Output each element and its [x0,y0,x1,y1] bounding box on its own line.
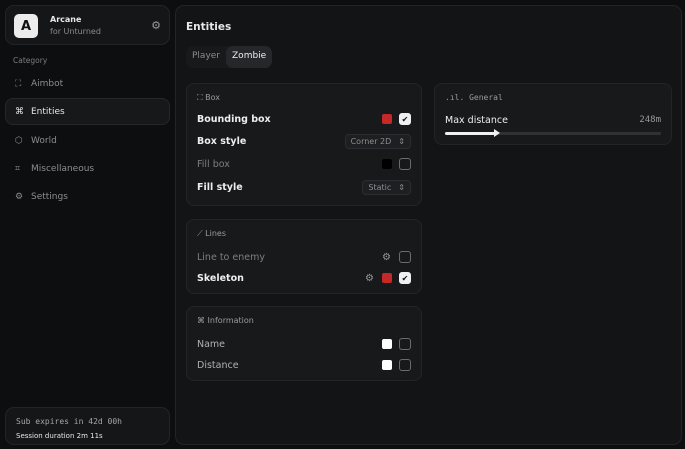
lines-panel: ⟋ Lines Line to enemy ⚙ Skeleton ⚙ ✔ [186,219,422,294]
crosshair-icon: ⛶ [15,78,22,89]
max-distance-slider[interactable] [445,129,661,137]
bounding-box-color-swatch[interactable] [382,114,392,124]
max-distance-label: Max distance [445,114,508,126]
skeleton-row: Skeleton ⚙ ✔ [197,269,411,287]
fill-box-label: Fill box [197,158,230,170]
sidebar-item-miscellaneous[interactable]: ⌗ Miscellaneous [5,155,170,182]
distance-row: Distance [197,356,411,374]
general-panel: .ıl. General Max distance 248m [434,83,672,145]
bar-chart-icon: .ıl. [445,93,470,102]
skeleton-label: Skeleton [197,272,244,284]
fill-box-row: Fill box [197,155,411,173]
scan-face-icon: ⌘ [15,106,24,117]
line-to-enemy-label: Line to enemy [197,251,265,263]
max-distance-row: Max distance 248m [445,111,661,129]
sidebar-item-label: Settings [31,191,68,202]
gear-icon[interactable]: ⚙ [382,251,391,263]
fill-style-row: Fill style Static ⇕ [197,178,411,196]
lines-title: Lines [205,229,226,238]
sidebar-item-aimbot[interactable]: ⛶ Aimbot [5,70,170,97]
subscription-card: Sub expires in 42d 00h Session duration … [5,407,170,445]
name-label: Name [197,338,226,350]
brand-card: A Arcane for Unturned ⚙ [5,5,170,45]
globe-icon: ⬡ [15,135,23,146]
fill-style-select[interactable]: Static ⇕ [362,179,411,195]
fill-style-value: Static [368,182,392,192]
bounding-box-checkbox[interactable]: ✔ [399,113,411,125]
grid-icon: ⌗ [15,163,21,174]
slider-fill [445,132,497,135]
tab-zombie[interactable]: Zombie [226,46,273,68]
bounding-box-row: Bounding box ✔ [197,110,411,128]
box-icon: ⛶ [197,93,206,102]
information-title: Information [207,316,254,325]
distance-label: Distance [197,359,239,371]
fill-style-label: Fill style [197,181,243,193]
skeleton-color-swatch[interactable] [382,273,392,283]
chevron-updown-icon: ⇕ [398,136,405,146]
sidebar-item-settings[interactable]: ⚙ Settings [5,183,170,210]
chevron-updown-icon: ⇕ [398,182,405,192]
line-to-enemy-checkbox[interactable] [399,251,411,263]
app-logo: A [14,14,38,38]
fill-box-color-swatch[interactable] [382,159,392,169]
gear-icon: ⚙ [15,191,24,202]
box-panel: ⛶ Box Bounding box ✔ Box style Corner 2D ⇕ … [186,83,422,206]
box-title: Box [205,93,221,102]
line-icon: ⟋ [197,229,206,238]
sidebar-item-entities[interactable]: ⌘ Entities [5,98,170,125]
scan-icon: ⌘ [197,316,208,325]
box-header: ⛶ Box [197,93,220,103]
category-label: Category [13,56,48,65]
fill-box-checkbox[interactable] [399,158,411,170]
line-to-enemy-row: Line to enemy ⚙ [197,248,411,266]
box-style-select[interactable]: Corner 2D ⇕ [344,133,411,149]
tab-player[interactable]: Player [192,51,221,61]
app-name: Arcane [50,15,82,24]
general-header: .ıl. General [445,93,503,102]
subscription-expiry: Sub expires in 42d 00h [16,417,122,426]
sidebar-item-label: World [31,135,57,146]
general-title: General [469,93,503,102]
distance-checkbox[interactable] [399,359,411,371]
information-header: ⌘ Information [197,316,254,325]
information-panel: ⌘ Information Name Distance [186,306,422,381]
bounding-box-label: Bounding box [197,113,271,125]
sidebar: A Arcane for Unturned ⚙ Category ⛶ Aimbot… [0,0,172,449]
page-title: Entities [186,21,232,33]
name-color-swatch[interactable] [382,339,392,349]
box-style-label: Box style [197,135,247,147]
gear-icon[interactable]: ⚙ [365,272,374,284]
skeleton-checkbox[interactable]: ✔ [399,272,411,284]
entity-tabs: Player Zombie [186,46,273,68]
slider-thumb[interactable] [493,129,500,137]
sidebar-item-world[interactable]: ⬡ World [5,127,170,154]
settings-gear-icon[interactable]: ⚙ [151,19,161,32]
session-duration: Session duration 2m 11s [16,432,103,440]
sidebar-item-label: Entities [31,106,65,117]
distance-color-swatch[interactable] [382,360,392,370]
sidebar-item-label: Aimbot [31,78,64,89]
name-row: Name [197,335,411,353]
lines-header: ⟋ Lines [197,229,226,239]
app-subtitle: for Unturned [50,27,101,36]
box-style-row: Box style Corner 2D ⇕ [197,132,411,150]
name-checkbox[interactable] [399,338,411,350]
max-distance-value: 248m [639,115,661,125]
main-panel: Entities Player Zombie ⛶ Box Bounding bo… [175,5,682,445]
box-style-value: Corner 2D [350,136,392,146]
sidebar-item-label: Miscellaneous [31,163,95,174]
